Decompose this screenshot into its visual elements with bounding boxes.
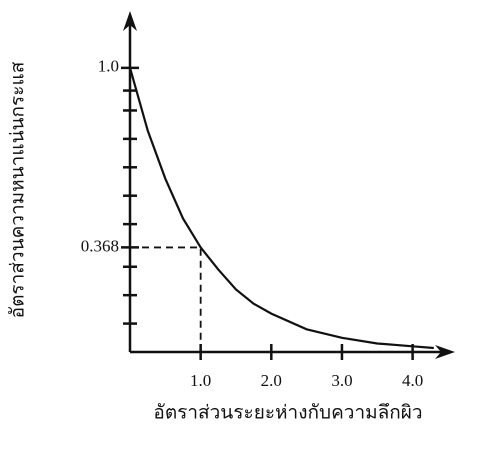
y-tick-label: 1.0: [98, 57, 119, 76]
x-tick-label: 3.0: [331, 371, 352, 390]
guide-line: [130, 246, 202, 352]
x-tick-label: 2.0: [261, 371, 282, 390]
x-axis-arrow: [435, 345, 455, 359]
y-tick-label: 0.368: [81, 236, 119, 255]
y-axis-title: อัตราส่วนความหนาแน่นกระแส: [7, 61, 29, 318]
curve: [128, 67, 434, 350]
x-axis-title: อัตราส่วนระยะห่างกับความลึกผิว: [153, 402, 422, 424]
y-axis-arrow: [123, 11, 137, 31]
x-tick-label: 1.0: [190, 371, 211, 390]
x-tick-label: 4.0: [402, 371, 423, 390]
